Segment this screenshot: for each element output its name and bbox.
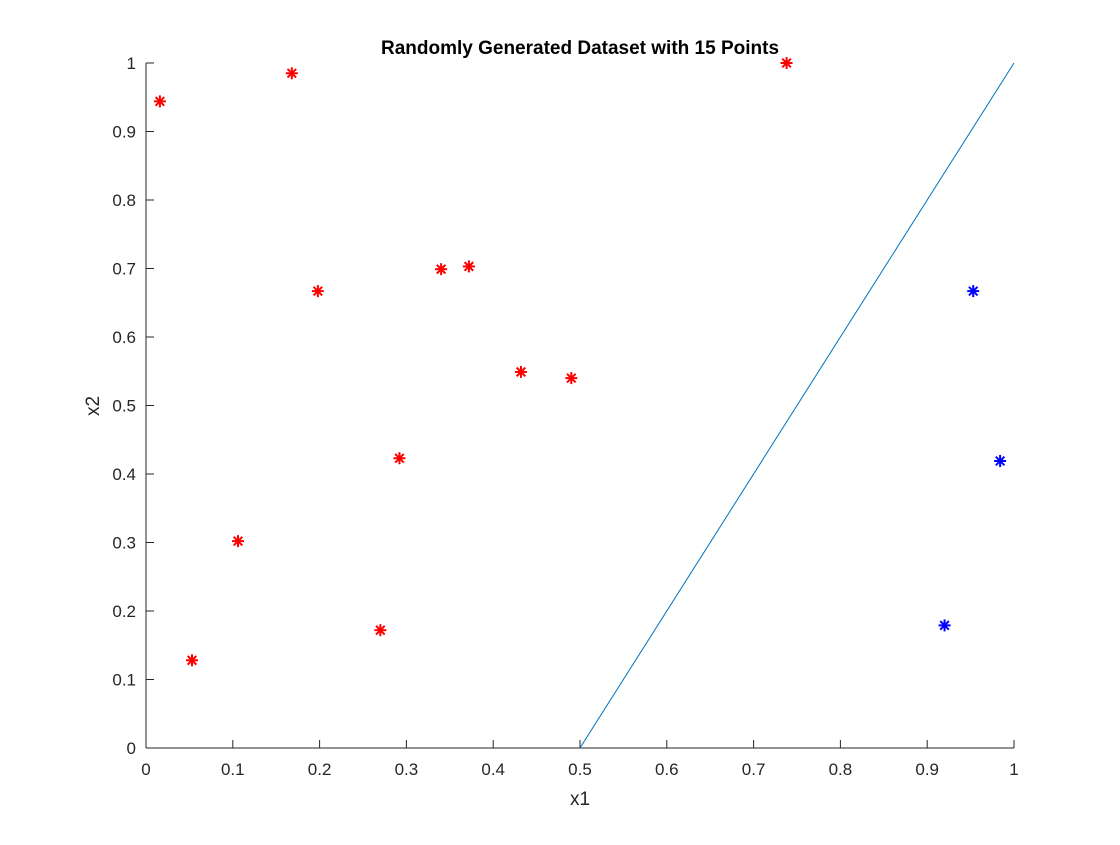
y-tick-label: 0.7: [112, 260, 136, 279]
data-point-marker: [780, 57, 793, 69]
plot-lines: [579, 62, 1015, 749]
data-point-marker: [393, 452, 406, 465]
y-tick-label: 0.9: [112, 123, 136, 142]
axes: 0 0.1 0.2 0.3 0.4 0.5 0.6 0.7 0.8 0.9 1 0 0.1 0.2 0.3 0…: [112, 54, 1018, 779]
x-tick-label: 0.9: [915, 760, 939, 779]
data-point-marker: [435, 263, 448, 276]
boundary-line: [579, 62, 1015, 749]
y-tick-label: 0.4: [112, 465, 136, 484]
x-tick-label: 0: [141, 760, 150, 779]
x-tick-label: 0.8: [829, 760, 853, 779]
data-point-marker: [565, 372, 578, 385]
x-tick-label: 0.5: [568, 760, 592, 779]
data-point-marker: [938, 619, 951, 632]
data-point-marker: [374, 624, 387, 637]
y-tick-label: 0.5: [112, 397, 136, 416]
x-tick-label: 0.6: [655, 760, 679, 779]
y-tick-label: 1: [127, 54, 136, 73]
y-tick-label: 0.1: [112, 671, 136, 690]
chart-title: Randomly Generated Dataset with 15 Point…: [381, 38, 779, 59]
x-axis-label: x1: [570, 789, 590, 810]
y-axis-label: x2: [83, 396, 104, 416]
x-tick-label: 0.7: [742, 760, 766, 779]
x-tick-label: 0.2: [308, 760, 332, 779]
x-tick-label: 0.3: [395, 760, 419, 779]
data-point-marker: [186, 654, 199, 667]
data-point-marker: [514, 365, 527, 378]
data-point-marker: [153, 95, 166, 108]
data-point-marker: [994, 454, 1007, 467]
data-point-marker: [967, 285, 980, 298]
y-tick-label: 0: [127, 739, 136, 758]
data-points: [153, 57, 1007, 667]
data-point-marker: [232, 535, 245, 548]
data-point-marker: [311, 285, 324, 298]
data-point-marker: [285, 67, 298, 80]
x-tick-label: 0.1: [221, 760, 245, 779]
y-tick-label: 0.8: [112, 191, 136, 210]
data-point-marker: [462, 260, 475, 273]
y-tick-label: 0.2: [112, 602, 136, 621]
x-tick-label: 1: [1009, 760, 1018, 779]
y-tick-label: 0.3: [112, 534, 136, 553]
y-tick-label: 0.6: [112, 328, 136, 347]
x-tick-label: 0.4: [481, 760, 505, 779]
